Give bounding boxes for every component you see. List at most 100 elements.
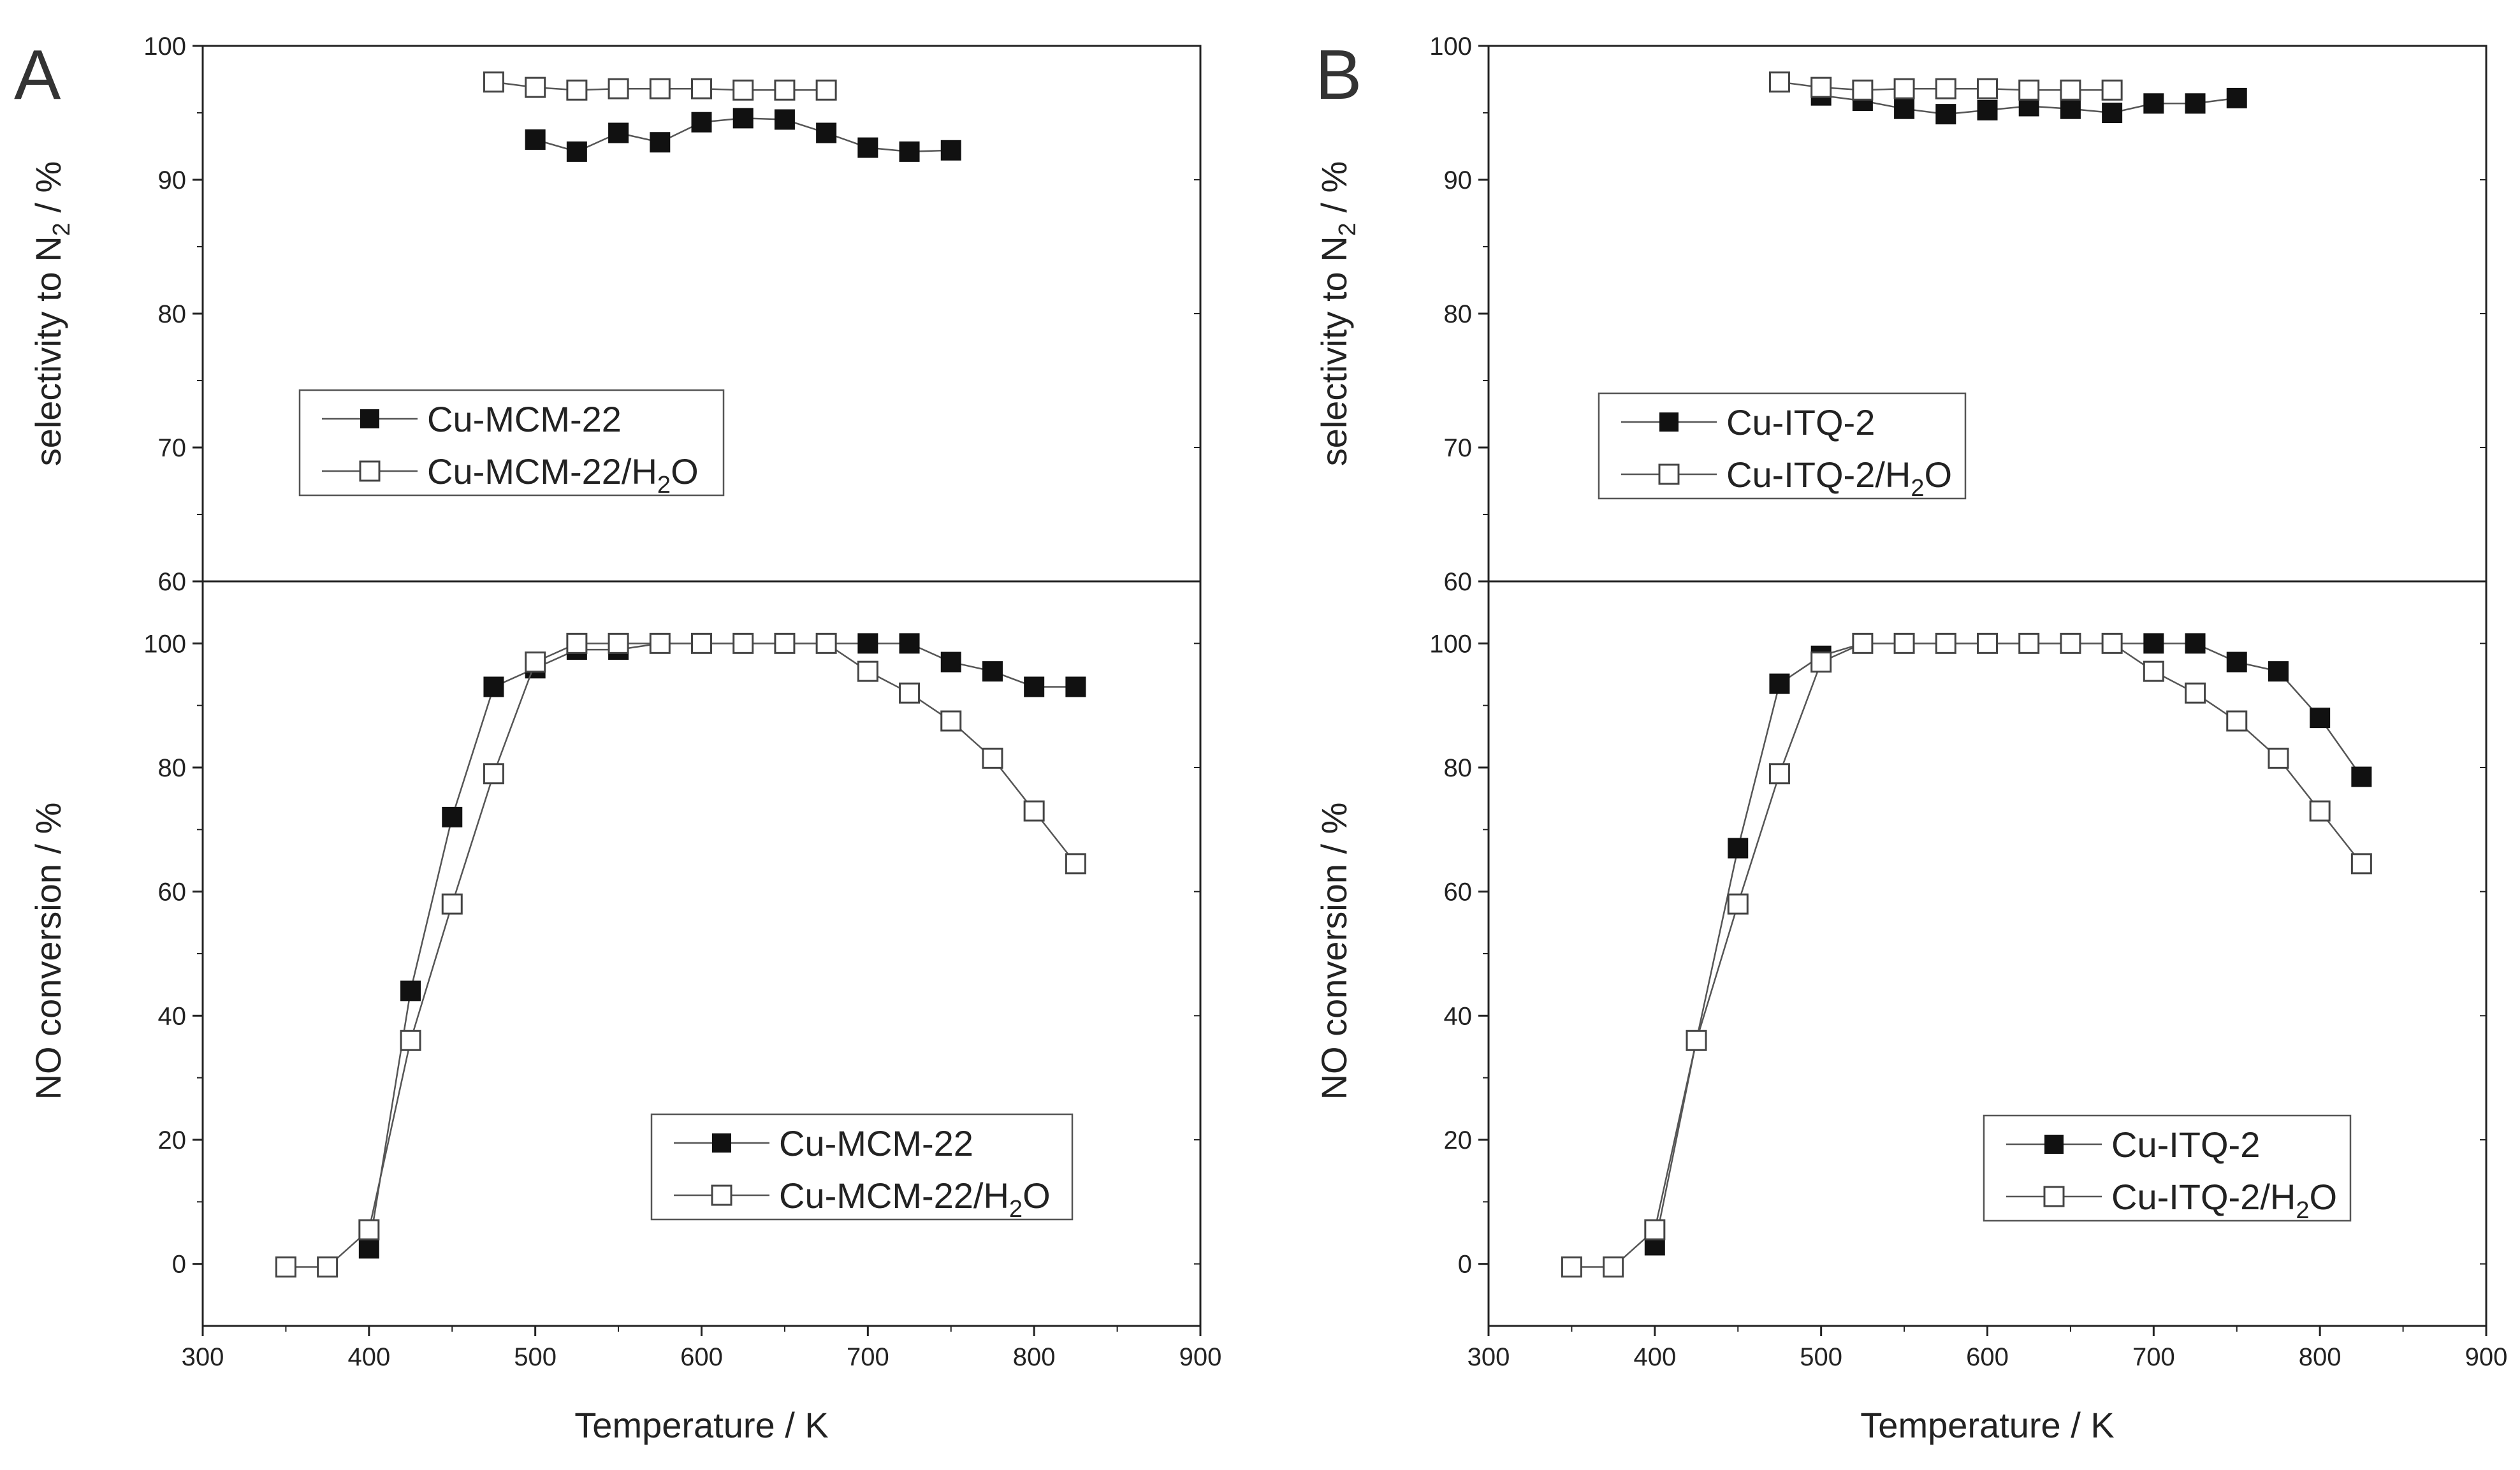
x-tick-label: 500 (1800, 1343, 1842, 1371)
y-axis-label: NO conversion / % (28, 803, 68, 1100)
series-open (483, 71, 837, 101)
data-point-filled (732, 108, 754, 129)
legend: Cu-ITQ-2 Cu-ITQ-2/H2O (1598, 392, 1967, 502)
data-point-open (483, 763, 504, 785)
data-point-open (2018, 79, 2040, 101)
data-point-open (1935, 78, 1956, 99)
data-point-filled (1935, 104, 1956, 125)
data-point-open (1023, 800, 1045, 822)
legend-marker-open (359, 460, 381, 482)
legend-label-main: Cu-MCM-22/H (779, 1175, 1009, 1216)
y-axis-label-subscript: 2 (1334, 222, 1361, 236)
data-point-filled (899, 141, 920, 162)
y-axis-label: selectivity to N2 / % (28, 161, 75, 467)
data-point-open (1810, 651, 1832, 673)
data-point-open (691, 78, 712, 99)
data-point-filled (525, 129, 546, 150)
legend-label-tail: O (1925, 455, 1953, 495)
y-tick-label: 20 (1444, 1126, 1473, 1154)
data-point-filled (2268, 661, 2289, 682)
y-tick-label: 80 (1444, 300, 1473, 328)
data-point-filled (1728, 838, 1749, 859)
plot-B-bottom: 0 20 40 60 80 100 300 400 500 600 700 800 900 Tempera… (1314, 580, 2507, 1445)
data-point-open (2060, 632, 2081, 654)
y-tick-label: 100 (1429, 630, 1472, 658)
data-point-filled (940, 651, 961, 673)
legend-marker-open (2043, 1186, 2065, 1207)
x-tick-label: 600 (1966, 1343, 2009, 1371)
legend-label-tail: O (2310, 1177, 2338, 1217)
legend: Cu-MCM-22 Cu-MCM-22/H2O (650, 1113, 1074, 1223)
legend-label-tail: O (1023, 1175, 1051, 1216)
data-point-open (2309, 800, 2331, 822)
y-tick-label: 100 (1429, 33, 1472, 61)
data-point-open (1727, 893, 1749, 915)
y-tick-label: 60 (1444, 568, 1473, 596)
x-tick-label: 700 (847, 1343, 889, 1371)
data-point-open (1893, 632, 1915, 654)
data-point-filled (774, 109, 795, 130)
y-tick-label: 100 (143, 630, 186, 658)
data-point-open (815, 632, 837, 654)
data-point-open (608, 632, 629, 654)
data-point-open (1561, 1256, 1582, 1278)
y-tick-label: 60 (1444, 878, 1473, 906)
legend-label: Cu-ITQ-2/H2O (2111, 1177, 2337, 1224)
x-tick-label: 300 (1468, 1343, 1510, 1371)
legend-label-tail: O (671, 451, 699, 491)
x-tick-label: 400 (1633, 1343, 1676, 1371)
data-point-open (2143, 660, 2164, 682)
y-axis-label-tail: / % (28, 161, 68, 222)
data-point-open (1977, 78, 1998, 99)
data-point-filled (1024, 676, 1045, 697)
series-open (1561, 632, 2372, 1278)
y-tick-label: 80 (158, 300, 187, 328)
data-point-open (2101, 632, 2123, 654)
legend-label-subscript: 2 (1009, 1196, 1023, 1223)
data-point-open (2226, 710, 2248, 732)
data-point-open (1065, 853, 1086, 875)
legend-marker-open (1658, 463, 1680, 485)
series-open (1768, 71, 2123, 101)
legend-label: Cu-ITQ-2 (1726, 402, 1875, 442)
data-point-open (1852, 632, 1874, 654)
data-point-filled (982, 661, 1003, 682)
y-axis-label-main: selectivity to N (1314, 236, 1354, 466)
legend-label-subscript: 2 (1911, 475, 1924, 502)
data-point-filled (2102, 103, 2123, 123)
data-point-open (774, 632, 796, 654)
y-axis-label: NO conversion / % (1314, 803, 1354, 1100)
x-tick-label: 900 (1179, 1343, 1222, 1371)
series-filled (525, 108, 961, 162)
data-point-open (2018, 632, 2040, 654)
data-point-filled (442, 806, 463, 827)
legend-marker-filled (1659, 412, 1679, 432)
legend: Cu-ITQ-2 Cu-ITQ-2/H2O (1983, 1114, 2352, 1224)
y-tick-label: 0 (1458, 1251, 1472, 1279)
y-tick-label: 60 (158, 878, 187, 906)
data-point-open (400, 1030, 421, 1051)
data-point-filled (358, 1238, 379, 1259)
data-point-open (1768, 763, 1790, 785)
data-point-filled (2310, 708, 2331, 729)
data-point-open (1893, 78, 1915, 99)
y-tick-label: 20 (158, 1126, 187, 1154)
data-point-filled (483, 676, 504, 697)
legend-label-subscript: 2 (2296, 1197, 2309, 1224)
y-tick-label: 60 (158, 568, 187, 596)
legend-label: Cu-ITQ-2/H2O (1726, 455, 1952, 502)
legend: Cu-MCM-22 Cu-MCM-22/H2O (298, 389, 725, 498)
legend-label-main: Cu-ITQ-2/H (1726, 455, 1911, 495)
data-point-filled (1894, 98, 1915, 119)
data-point-open (2185, 682, 2206, 704)
y-axis-label-subscript: 2 (48, 222, 75, 236)
data-point-filled (940, 140, 961, 161)
y-tick-label: 80 (1444, 754, 1473, 782)
legend-label: Cu-MCM-22 (779, 1123, 973, 1163)
data-point-open (857, 660, 878, 682)
data-point-filled (650, 132, 671, 153)
data-point-open (732, 632, 754, 654)
y-tick-label: 90 (1444, 166, 1473, 194)
data-point-open (1852, 79, 1874, 101)
